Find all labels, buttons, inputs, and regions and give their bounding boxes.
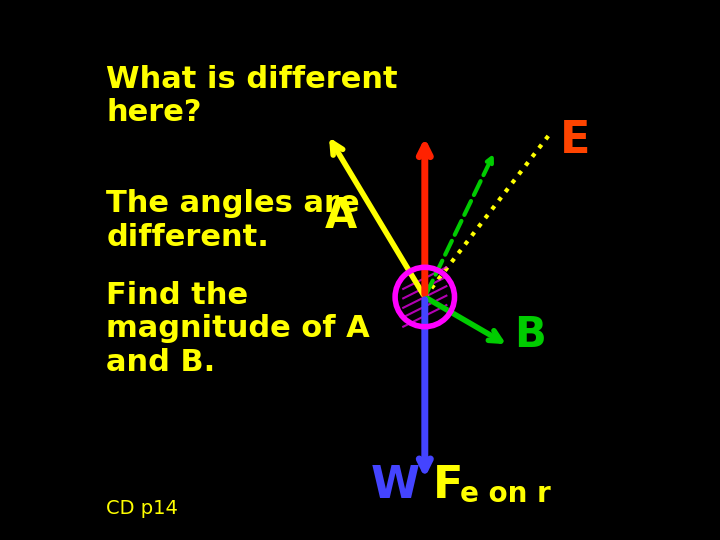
- Text: W: W: [371, 464, 420, 508]
- Text: The angles are
different.: The angles are different.: [107, 189, 360, 252]
- Text: E: E: [560, 119, 590, 162]
- Text: What is different
here?: What is different here?: [107, 65, 398, 127]
- Text: e on r: e on r: [460, 480, 551, 508]
- Text: F: F: [433, 464, 463, 508]
- Text: CD p14: CD p14: [107, 500, 178, 518]
- Text: Find the
magnitude of A
and B.: Find the magnitude of A and B.: [107, 281, 370, 377]
- Text: B: B: [514, 314, 546, 356]
- Text: A: A: [325, 195, 357, 237]
